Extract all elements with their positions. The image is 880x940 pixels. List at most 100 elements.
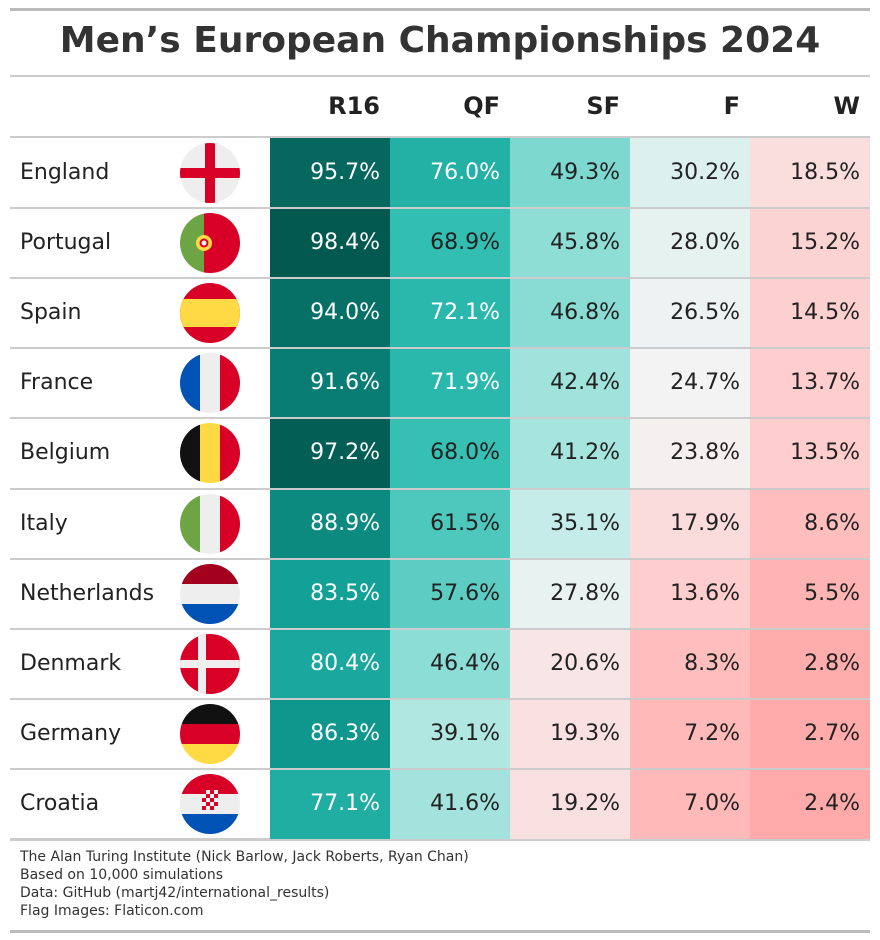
flag-part bbox=[180, 743, 240, 764]
flag-part bbox=[180, 659, 240, 668]
footnote: Data: GitHub (martj42/international_resu… bbox=[20, 885, 330, 901]
flag bbox=[180, 213, 240, 274]
probability-cell: 94.0% bbox=[270, 278, 390, 349]
probability-cell: 41.6% bbox=[390, 768, 510, 839]
probability-cell: 88.9% bbox=[270, 488, 390, 559]
flag-part bbox=[206, 793, 210, 798]
probability-cell: 13.6% bbox=[630, 558, 750, 629]
probability-cell: 57.6% bbox=[390, 558, 510, 629]
column-header: SF bbox=[586, 92, 620, 120]
probability-cell: 5.5% bbox=[750, 558, 870, 629]
probability-cell: 41.2% bbox=[510, 418, 630, 489]
row-rule bbox=[10, 207, 870, 210]
probability-cell: 2.8% bbox=[750, 628, 870, 699]
probability-cell: 7.0% bbox=[630, 768, 750, 839]
flag bbox=[180, 143, 240, 203]
flag-part bbox=[202, 805, 206, 810]
flag-part bbox=[214, 801, 218, 806]
probability-cell: 18.5% bbox=[750, 138, 870, 208]
flag-part bbox=[180, 563, 240, 584]
country-name: Denmark bbox=[20, 650, 122, 676]
rule bbox=[10, 8, 870, 11]
probability-cell: 45.8% bbox=[510, 208, 630, 279]
flag-part bbox=[210, 805, 214, 810]
row-rule bbox=[10, 417, 870, 420]
flag bbox=[180, 773, 240, 834]
flag-icon bbox=[180, 703, 240, 764]
flag-part bbox=[180, 353, 200, 414]
flag-icon bbox=[180, 773, 240, 834]
probability-cell: 20.6% bbox=[510, 628, 630, 699]
flag-part bbox=[200, 423, 220, 484]
probability-cell: 17.9% bbox=[630, 488, 750, 559]
probability-cell: 46.8% bbox=[510, 278, 630, 349]
rule bbox=[10, 75, 870, 77]
country-name: Netherlands bbox=[20, 580, 155, 606]
flag-part bbox=[180, 299, 240, 328]
probability-cell: 95.7% bbox=[270, 138, 390, 208]
probability-cell: 8.3% bbox=[630, 628, 750, 699]
flag-part bbox=[180, 703, 240, 724]
row-rule bbox=[10, 767, 870, 770]
country-name: Portugal bbox=[20, 230, 112, 256]
flag-icon bbox=[180, 143, 240, 203]
probability-cell: 98.4% bbox=[270, 208, 390, 279]
footnote: Based on 10,000 simulations bbox=[20, 867, 224, 883]
flag-detail bbox=[180, 773, 240, 834]
flag-part bbox=[200, 353, 220, 414]
flag-part bbox=[180, 773, 240, 794]
flag-icon bbox=[180, 423, 240, 484]
flag-part bbox=[180, 423, 200, 484]
flag-detail bbox=[180, 353, 240, 414]
country-name: Croatia bbox=[20, 790, 100, 816]
footnote: Flag Images: Flaticon.com bbox=[20, 903, 204, 919]
probability-cell: 39.1% bbox=[390, 698, 510, 769]
flag-detail bbox=[180, 423, 240, 484]
flag-part bbox=[180, 583, 240, 604]
title: Men’s European Championships 2024 bbox=[59, 20, 821, 61]
flag-detail bbox=[180, 283, 240, 344]
flag bbox=[180, 493, 240, 554]
flag bbox=[180, 633, 240, 694]
flag-part bbox=[180, 603, 240, 624]
flag-detail bbox=[180, 143, 240, 203]
probability-cell: 30.2% bbox=[630, 138, 750, 208]
flag-detail bbox=[180, 633, 240, 694]
flag-icon bbox=[180, 213, 240, 274]
rule bbox=[10, 838, 870, 841]
flag-part bbox=[206, 801, 210, 806]
probability-cell: 86.3% bbox=[270, 698, 390, 769]
rule bbox=[10, 930, 870, 933]
probability-cell: 19.2% bbox=[510, 768, 630, 839]
flag-icon bbox=[180, 633, 240, 694]
row-rule bbox=[10, 347, 870, 350]
probability-cell: 68.9% bbox=[390, 208, 510, 279]
probability-cell: 23.8% bbox=[630, 418, 750, 489]
flag bbox=[180, 423, 240, 484]
flag-part bbox=[210, 797, 214, 802]
probability-cell: 83.5% bbox=[270, 558, 390, 629]
country-name: Italy bbox=[20, 510, 68, 536]
row-rule bbox=[10, 697, 870, 700]
row-rule bbox=[10, 627, 870, 630]
row-rule bbox=[10, 557, 870, 560]
column-header: R16 bbox=[328, 92, 380, 120]
row-rule bbox=[10, 487, 870, 490]
flag-part bbox=[180, 813, 240, 834]
probability-cell: 72.1% bbox=[390, 278, 510, 349]
probability-cell: 7.2% bbox=[630, 698, 750, 769]
flag-part bbox=[200, 493, 220, 554]
probability-cell: 61.5% bbox=[390, 488, 510, 559]
row-rule bbox=[10, 277, 870, 280]
probability-cell: 19.3% bbox=[510, 698, 630, 769]
flag-part bbox=[214, 793, 218, 798]
probability-cell: 68.0% bbox=[390, 418, 510, 489]
probability-cell: 26.5% bbox=[630, 278, 750, 349]
probability-cell: 15.2% bbox=[750, 208, 870, 279]
flag bbox=[180, 283, 240, 344]
country-name: Germany bbox=[20, 720, 122, 746]
probability-cell: 91.6% bbox=[270, 348, 390, 419]
probability-cell: 2.7% bbox=[750, 698, 870, 769]
flag-detail bbox=[180, 563, 240, 624]
